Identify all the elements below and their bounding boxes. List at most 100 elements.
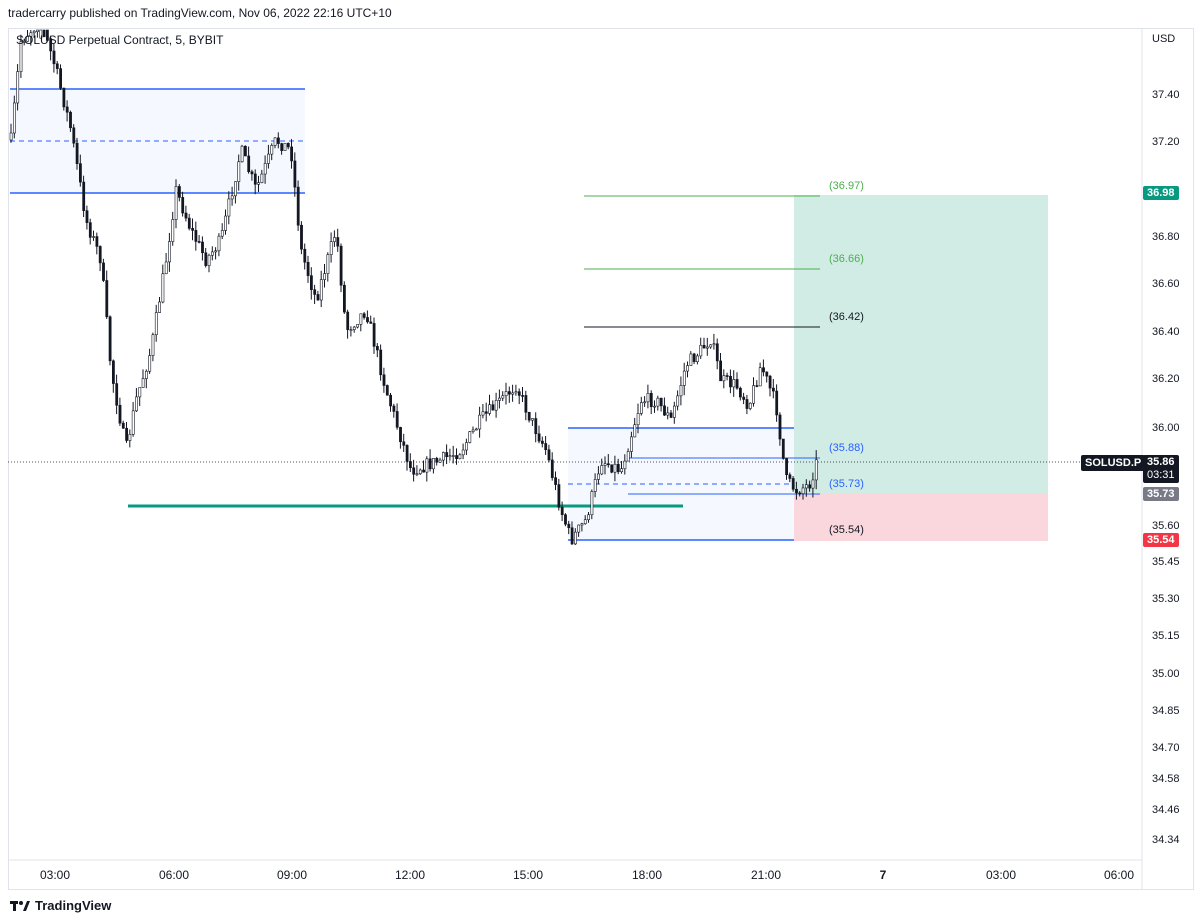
y-tick: 34.34 [1152, 834, 1180, 846]
symbol-tag: SOLUSD.P [1081, 455, 1146, 471]
candle-body [481, 411, 485, 416]
candle-body [745, 399, 749, 409]
candle-body [257, 182, 261, 185]
candle-body [517, 391, 521, 396]
candle-body [567, 523, 571, 529]
candle-body [702, 344, 706, 349]
candle-body [72, 127, 76, 144]
candle-body [319, 279, 323, 301]
candle-body [375, 346, 379, 351]
y-tick: 36.20 [1152, 373, 1180, 385]
candle-body [98, 246, 102, 264]
candle-body [415, 473, 419, 476]
candle-body [428, 458, 432, 470]
candle-body [715, 343, 719, 362]
candle-body [270, 145, 274, 155]
candle-body [42, 29, 46, 38]
candle-body [507, 391, 511, 395]
candle-body [313, 289, 317, 295]
candle-body [679, 385, 683, 397]
candle-body [696, 355, 699, 362]
y-tick: 34.58 [1152, 773, 1180, 785]
candle-body [22, 40, 26, 43]
candle-body [385, 385, 389, 396]
candle-body [636, 413, 640, 426]
candle-body [666, 412, 670, 416]
candle-body [395, 411, 399, 428]
profit-zone[interactable] [794, 195, 1048, 494]
candle-body [732, 379, 736, 388]
candle-body [178, 186, 181, 198]
candle-body [448, 455, 452, 458]
candle-body [458, 454, 462, 460]
candle-body [798, 492, 802, 495]
candle-body [445, 452, 449, 458]
candle-body [550, 459, 554, 478]
candle-body [547, 449, 551, 461]
candle-body [498, 397, 501, 401]
candle-body [181, 197, 185, 214]
candle-body [544, 443, 548, 451]
candle-body [775, 390, 779, 416]
candle-body [39, 29, 43, 39]
y-tick: 37.40 [1152, 89, 1180, 101]
candle-body [372, 323, 376, 347]
candle-body [138, 387, 142, 398]
candle-body [303, 248, 307, 263]
candle-body [154, 312, 158, 336]
candle-body [814, 459, 818, 481]
candle-body [593, 479, 597, 492]
candle-body [474, 428, 478, 431]
candle-body [656, 397, 660, 407]
tp1-label: (36.66) [829, 253, 864, 265]
x-tick: 06:00 [1103, 868, 1135, 882]
candle-body [260, 173, 264, 183]
candle-body [692, 353, 696, 362]
candle-body [379, 349, 383, 376]
candle-body [300, 224, 303, 250]
candle-body [336, 237, 340, 247]
x-tick: 03:00 [39, 868, 71, 882]
candle-body [682, 370, 686, 386]
candle-body [587, 514, 591, 521]
candle-body [778, 414, 782, 440]
candle-body [501, 395, 505, 399]
loss-zone[interactable] [794, 494, 1048, 541]
current-price-tag: 35.86 03:31 [1143, 455, 1179, 483]
candle-body [738, 387, 742, 398]
candle-body [633, 424, 637, 438]
candle-body [333, 237, 336, 242]
candle-body [616, 463, 620, 473]
candle-body [131, 410, 135, 435]
current-price-value: 35.86 [1147, 456, 1175, 468]
candle-body [762, 367, 765, 373]
candle-body [135, 396, 138, 412]
candle-body [191, 228, 195, 231]
y-tick: 35.15 [1152, 630, 1180, 642]
candle-body [735, 379, 739, 389]
x-tick: 21:00 [750, 868, 782, 882]
symbol-title[interactable]: SOLUSD Perpetual Contract, 5, BYBIT [16, 33, 224, 47]
candle-body [689, 353, 693, 366]
candle-body [626, 451, 630, 462]
candle-body [293, 160, 297, 188]
y-tick: 35.45 [1152, 556, 1180, 568]
candle-body [342, 284, 346, 313]
y-tick: 37.20 [1152, 136, 1180, 148]
tradingview-footer[interactable]: TradingView [10, 898, 111, 913]
candle-body [399, 427, 402, 443]
candle-body [455, 455, 459, 460]
y-tick: 35.30 [1152, 593, 1180, 605]
candle-body [722, 375, 726, 382]
candle-body [174, 186, 178, 220]
candle-body [45, 29, 49, 41]
candle-body [151, 334, 155, 356]
y-tick: 34.46 [1152, 804, 1180, 816]
candle-body [168, 241, 171, 263]
candle-body [471, 429, 475, 432]
candle-body [49, 38, 53, 52]
candle-body [646, 393, 650, 403]
candle-body [263, 163, 267, 175]
brand-name: TradingView [35, 898, 112, 913]
